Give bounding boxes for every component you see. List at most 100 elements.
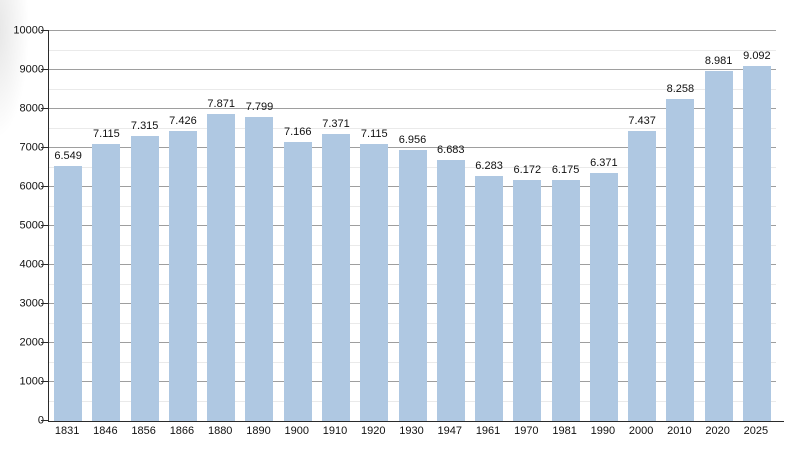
- x-axis-label-1910: 1910: [322, 425, 348, 437]
- y-tick-5000: [41, 225, 49, 226]
- major-gridline-10000: [49, 30, 776, 31]
- y-axis-label-9000: 9000: [19, 63, 44, 76]
- bar-slot-1856: 7.315: [126, 31, 164, 421]
- bar-slot-1961: 6.283: [470, 31, 508, 421]
- bar-1990: [589, 172, 618, 421]
- bar-slot-1970: 6.172: [508, 31, 546, 421]
- bar-2010: [666, 98, 695, 421]
- bar-slot-1920: 7.115: [355, 31, 393, 421]
- bar-slot-1930: 6.956: [393, 31, 431, 421]
- bar-1866: [168, 131, 197, 421]
- bar-slot-2025: 9.092: [738, 31, 776, 421]
- x-axis-label-1961: 1961: [475, 425, 501, 437]
- bar-slot-2010: 8.258: [661, 31, 699, 421]
- y-axis-labels: 0 1000 2000 3000 4000 5000 6000 7000 8000 9000 100…: [0, 25, 44, 426]
- bar-slot-1910: 7.371: [317, 31, 355, 421]
- major-gridline-7000: [49, 147, 776, 148]
- y-axis-label-7000: 7000: [19, 141, 44, 154]
- bar-value-label-1990: 6.371: [590, 156, 618, 169]
- bar-value-label-1880: 7.871: [207, 98, 235, 111]
- bar-value-label-1947: 6.683: [437, 144, 465, 157]
- bar-value-label-2025: 9.092: [743, 50, 771, 63]
- bar-slot-1890: 7.799: [240, 31, 278, 421]
- y-tick-0: [41, 420, 49, 421]
- bar-2000: [628, 130, 657, 421]
- bar-value-label-1856: 7.315: [130, 119, 159, 132]
- bar-2025: [742, 66, 771, 421]
- bar-value-label-1846: 7.115: [93, 127, 120, 140]
- bar-slot-2000: 7.437: [623, 31, 661, 421]
- bar-value-label-1970: 6.172: [513, 164, 542, 177]
- y-tick-2000: [41, 342, 49, 343]
- x-axis-label-1947: 1947: [437, 425, 463, 437]
- y-tick-10000: [41, 30, 49, 31]
- x-axis-label-1846: 1846: [93, 425, 118, 437]
- x-axis-label-1900: 1900: [284, 425, 309, 437]
- bar-slot-1831: 6.549: [49, 31, 87, 421]
- x-axis-label-1866: 1866: [169, 425, 195, 437]
- x-axis-label-1970: 1970: [514, 425, 539, 437]
- bar-1961: [475, 175, 504, 421]
- x-axis-label-2020: 2020: [705, 425, 730, 437]
- y-axis-label-6000: 6000: [19, 180, 44, 193]
- bar-value-label-1866: 7.426: [169, 115, 197, 128]
- bar-value-label-1831: 6.549: [54, 149, 82, 162]
- bar-value-label-1900: 7.166: [283, 125, 312, 138]
- y-tick-8000: [41, 108, 49, 109]
- x-axis-label-1890: 1890: [246, 425, 271, 437]
- bar-2020: [704, 70, 733, 421]
- bar-1930: [398, 149, 427, 421]
- bar-1900: [283, 141, 312, 421]
- x-axis-label-1930: 1930: [399, 425, 424, 437]
- y-axis-label-3000: 3000: [19, 297, 44, 310]
- bar-slot-1990: 6.371: [585, 31, 623, 421]
- bar-1856: [130, 135, 159, 421]
- y-tick-6000: [41, 186, 49, 187]
- bar-1846: [92, 143, 121, 421]
- x-axis-label-2025: 2025: [743, 425, 769, 437]
- bar-slot-1866: 7.426: [164, 31, 202, 421]
- y-axis-label-10000: 10000: [13, 24, 44, 37]
- bar-1920: [360, 143, 389, 421]
- bar-slot-1880: 7.871: [202, 31, 240, 421]
- x-axis-label-1981: 1981: [552, 425, 577, 437]
- x-axis-label-1831: 1831: [54, 425, 80, 437]
- bar-1890: [245, 116, 274, 421]
- y-tick-1000: [41, 381, 49, 382]
- minor-gridline-9500: [49, 49, 776, 51]
- x-axis-line: [48, 421, 784, 422]
- bar-1910: [321, 133, 350, 421]
- major-gridline-8000: [49, 108, 776, 109]
- x-axis-label-1990: 1990: [590, 425, 616, 437]
- bar-slot-1947: 6.683: [432, 31, 470, 421]
- x-axis-label-1920: 1920: [361, 425, 386, 437]
- bar-value-label-1961: 6.283: [475, 159, 503, 172]
- bar-slot-1846: 7.115: [87, 31, 125, 421]
- bar-slot-1981: 6.175: [546, 31, 584, 421]
- y-tick-7000: [41, 147, 49, 148]
- bar-value-label-1930: 6.956: [398, 133, 427, 146]
- bar-1831: [54, 165, 83, 421]
- bar-1970: [513, 180, 542, 421]
- x-axis-label-1880: 1880: [207, 425, 233, 437]
- y-tick-9000: [41, 69, 49, 70]
- bar-slot-2020: 8.981: [700, 31, 738, 421]
- y-axis-label-8000: 8000: [19, 102, 44, 115]
- y-axis-label-4000: 4000: [19, 258, 44, 271]
- bar-value-label-2000: 7.437: [628, 114, 656, 127]
- bar-slot-1900: 7.166: [279, 31, 317, 421]
- y-axis-label-5000: 5000: [19, 219, 44, 232]
- y-axis-label-0: 0: [38, 415, 44, 427]
- bar-value-label-2010: 8.258: [666, 82, 695, 95]
- bar-value-label-2020: 8.981: [704, 54, 733, 67]
- bar-value-label-1920: 7.115: [360, 127, 388, 140]
- plot-area: 6.549 7.115 7.315 7.426 7.871 7.799 7.166 7.371…: [41, 30, 776, 421]
- bar-value-label-1890: 7.799: [245, 100, 274, 113]
- bar-value-label-1981: 6.175: [551, 164, 580, 177]
- y-tick-3000: [41, 303, 49, 304]
- y-tick-4000: [41, 264, 49, 265]
- minor-gridline-8500: [49, 88, 776, 90]
- x-axis-label-2000: 2000: [628, 425, 654, 437]
